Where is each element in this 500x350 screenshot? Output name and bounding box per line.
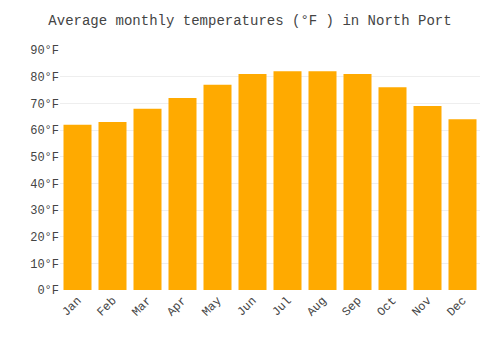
svg-text:60°F: 60°F [30, 124, 59, 138]
svg-text:Nov: Nov [409, 294, 434, 319]
svg-text:40°F: 40°F [30, 178, 59, 192]
svg-text:Average monthly temperatures (: Average monthly temperatures (°F ) in No… [48, 13, 451, 29]
svg-text:50°F: 50°F [30, 151, 59, 165]
svg-text:70°F: 70°F [30, 98, 59, 112]
svg-text:Jun: Jun [234, 294, 259, 319]
svg-text:0°F: 0°F [37, 284, 59, 298]
svg-text:Dec: Dec [444, 294, 469, 319]
svg-text:Oct: Oct [374, 294, 399, 319]
svg-text:May: May [199, 294, 224, 319]
svg-text:10°F: 10°F [30, 258, 59, 272]
svg-text:90°F: 90°F [30, 44, 59, 58]
svg-text:30°F: 30°F [30, 204, 59, 218]
svg-text:Jan: Jan [59, 294, 84, 319]
svg-text:Aug: Aug [304, 294, 329, 319]
svg-text:20°F: 20°F [30, 231, 59, 245]
svg-text:Sep: Sep [339, 294, 364, 319]
svg-text:Feb: Feb [94, 294, 119, 319]
svg-text:Mar: Mar [129, 294, 154, 319]
svg-text:Jul: Jul [269, 294, 294, 319]
svg-text:Apr: Apr [164, 294, 189, 319]
svg-text:80°F: 80°F [30, 71, 59, 85]
